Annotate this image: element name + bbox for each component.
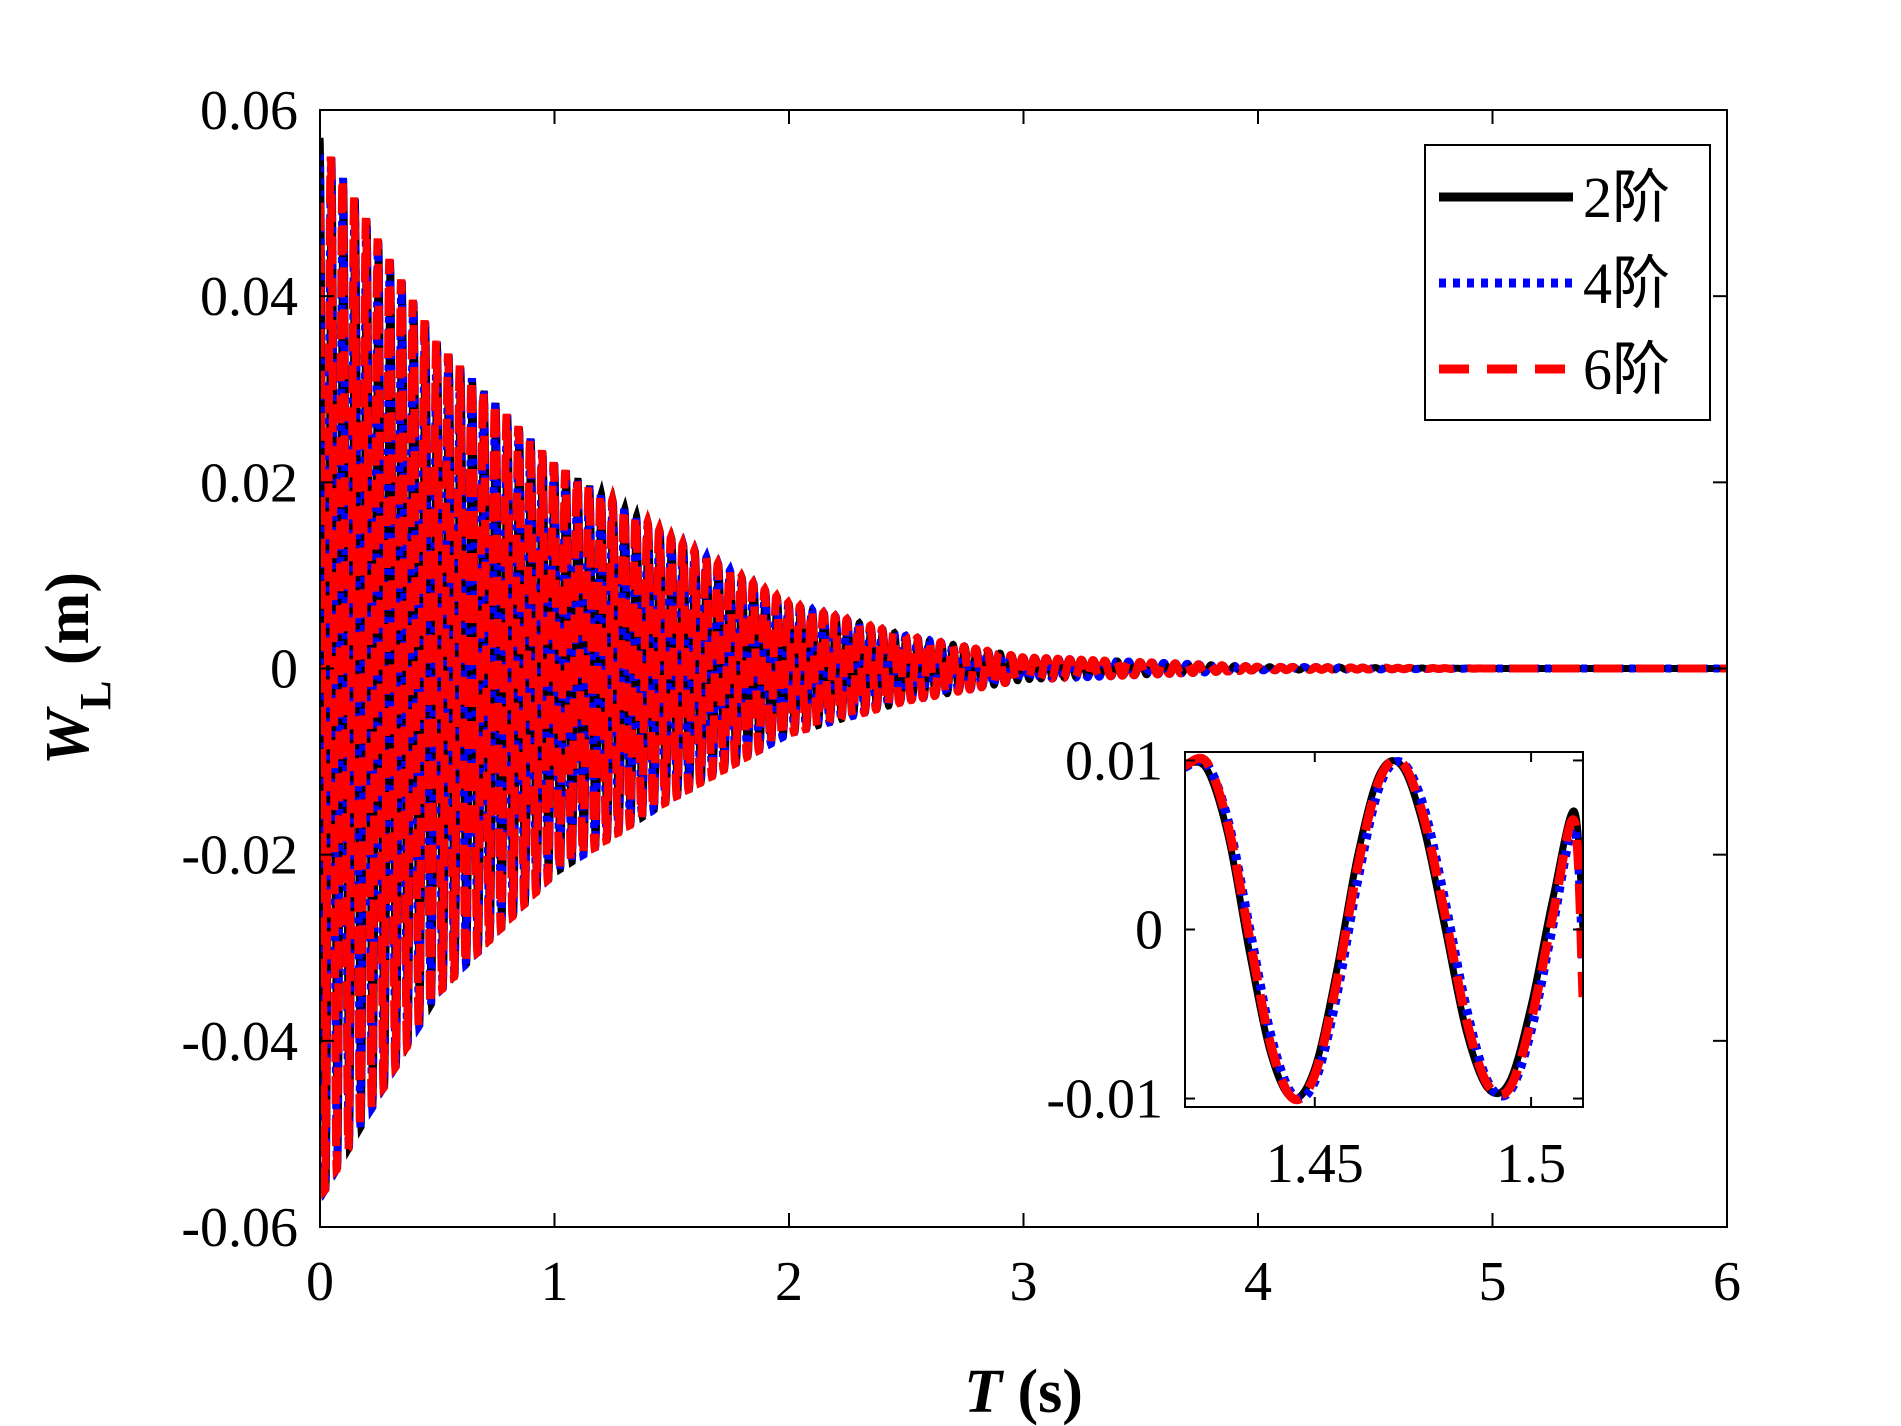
x-tick-label: 5 bbox=[1479, 1251, 1507, 1313]
legend-label-3: 6阶 bbox=[1583, 337, 1670, 402]
inset-x-tick-label: 1.45 bbox=[1266, 1133, 1364, 1195]
inset-y-tick-label: 0 bbox=[1135, 900, 1163, 962]
y-tick-label: -0.02 bbox=[181, 825, 298, 887]
main-plot: 0 1 2 3 4 5 6 -0.06 -0.04 -0.02 0 0.02 0.04 0.06 T (s)… bbox=[34, 80, 1741, 1426]
x-tick-label: 6 bbox=[1713, 1251, 1741, 1313]
x-tick-label: 4 bbox=[1244, 1251, 1272, 1313]
x-axis-label: T (s) bbox=[964, 1358, 1083, 1426]
inset-y-tick-label: -0.01 bbox=[1046, 1069, 1163, 1131]
inset-x-tick-label: 1.5 bbox=[1496, 1133, 1566, 1195]
x-tick-label: 1 bbox=[541, 1251, 569, 1313]
y-tick-label: -0.04 bbox=[181, 1011, 298, 1073]
y-tick-label: 0.02 bbox=[200, 452, 298, 514]
x-tick-label: 0 bbox=[306, 1251, 334, 1313]
legend-label-1: 2阶 bbox=[1583, 165, 1670, 230]
y-tick-label: -0.06 bbox=[181, 1197, 298, 1259]
inset-plot: 1.45 1.5 -0.01 0 0.01 bbox=[1046, 730, 1584, 1195]
x-tick-label: 2 bbox=[775, 1251, 803, 1313]
inset-series-line-3 bbox=[1185, 753, 1583, 1105]
legend-label-2: 4阶 bbox=[1583, 251, 1670, 316]
inset-y-tick-label: 0.01 bbox=[1065, 730, 1163, 792]
y-tick-label: 0.06 bbox=[200, 80, 298, 142]
x-tick-label: 3 bbox=[1010, 1251, 1038, 1313]
legend: 2阶 4阶 6阶 bbox=[1424, 144, 1711, 421]
inset-series-group bbox=[1185, 753, 1583, 1105]
y-axis-label: WL (m) bbox=[34, 572, 120, 765]
main-series-line-3 bbox=[320, 156, 1727, 1200]
y-tick-label: 0.04 bbox=[200, 266, 298, 328]
main-series-group bbox=[320, 137, 1727, 1202]
inset-series-line-2 bbox=[1185, 756, 1583, 1103]
y-tick-label: 0 bbox=[270, 639, 298, 701]
